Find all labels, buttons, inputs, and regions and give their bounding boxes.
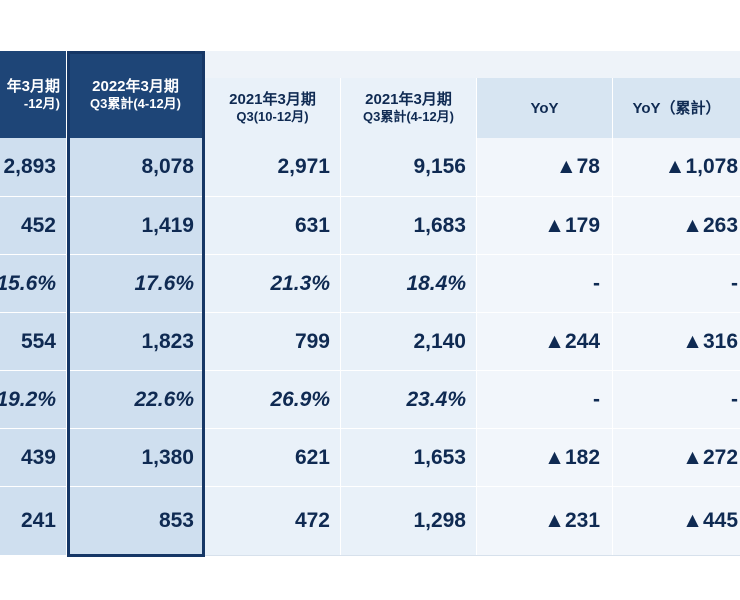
table-cell-a: 2,893 [0, 138, 66, 196]
table-cell-e: ▲244 [477, 313, 612, 370]
table-cell-e: - [477, 371, 612, 428]
table-cell-f: ▲272 [613, 429, 740, 486]
table-cell-b: 1,419 [67, 197, 204, 254]
header-line1: 2021年3月期 [365, 91, 452, 108]
header-b: 2022年3月期 Q3累計(4-12月) [67, 51, 204, 138]
table-cell-d: 1,298 [341, 487, 476, 555]
table-cell-c: 631 [205, 197, 340, 254]
table-cell-c: 799 [205, 313, 340, 370]
header-a: 年3月期 -12月) [0, 51, 66, 138]
table-cell-f: ▲316 [613, 313, 740, 370]
table-cell-b: 1,823 [67, 313, 204, 370]
table-cell-b: 17.6% [67, 255, 204, 312]
table-cell-d: 1,653 [341, 429, 476, 486]
table-cell-b: 8,078 [67, 138, 204, 196]
table-cell-e: ▲231 [477, 487, 612, 555]
table-cell-e: - [477, 255, 612, 312]
table-cell-d: 2,140 [341, 313, 476, 370]
table-bottom-rule [205, 555, 740, 556]
table-cell-f: ▲445 [613, 487, 740, 555]
table-cell-c: 2,971 [205, 138, 340, 196]
header-d: 2021年3月期 Q3累計(4-12月) [341, 78, 476, 138]
header-line2: Q3(10-12月) [236, 109, 309, 124]
header-band [205, 51, 740, 78]
table-cell-b: 1,380 [67, 429, 204, 486]
header-line2: Q3累計(4-12月) [362, 109, 455, 124]
table-cell-d: 1,683 [341, 197, 476, 254]
header-line2: -12月) [23, 95, 60, 111]
table-cell-c: 21.3% [205, 255, 340, 312]
header-line1: YoY（累計） [632, 99, 721, 117]
table-cell-c: 472 [205, 487, 340, 555]
table-cell-b: 22.6% [67, 371, 204, 428]
table-cell-a: 439 [0, 429, 66, 486]
table-cell-f: - [613, 255, 740, 312]
table-cell-b: 853 [67, 487, 204, 555]
table-cell-e: ▲78 [477, 138, 612, 196]
table-cell-a: 452 [0, 197, 66, 254]
table-cell-e: ▲179 [477, 197, 612, 254]
table-cell-a: 554 [0, 313, 66, 370]
table-cell-d: 18.4% [341, 255, 476, 312]
table-cell-e: ▲182 [477, 429, 612, 486]
header-line1: 2022年3月期 [92, 77, 179, 95]
table-cell-f: ▲263 [613, 197, 740, 254]
header-line1: YoY [530, 99, 559, 117]
table-cell-a: 241 [0, 487, 66, 555]
table-cell-f: ▲1,078 [613, 138, 740, 196]
table-cell-a: 15.6% [0, 255, 66, 312]
table-cell-c: 26.9% [205, 371, 340, 428]
header-c: 2021年3月期 Q3(10-12月) [205, 78, 340, 138]
header-line1: 年3月期 [6, 77, 60, 95]
header-line1: 2021年3月期 [229, 91, 316, 108]
table-cell-d: 23.4% [341, 371, 476, 428]
header-e: YoY [477, 78, 612, 138]
table-cell-a: 19.2% [0, 371, 66, 428]
header-f: YoY（累計） [613, 78, 740, 138]
table-cell-f: - [613, 371, 740, 428]
header-line2: Q3累計(4-12月) [89, 95, 182, 111]
table-cell-d: 9,156 [341, 138, 476, 196]
table-cell-c: 621 [205, 429, 340, 486]
